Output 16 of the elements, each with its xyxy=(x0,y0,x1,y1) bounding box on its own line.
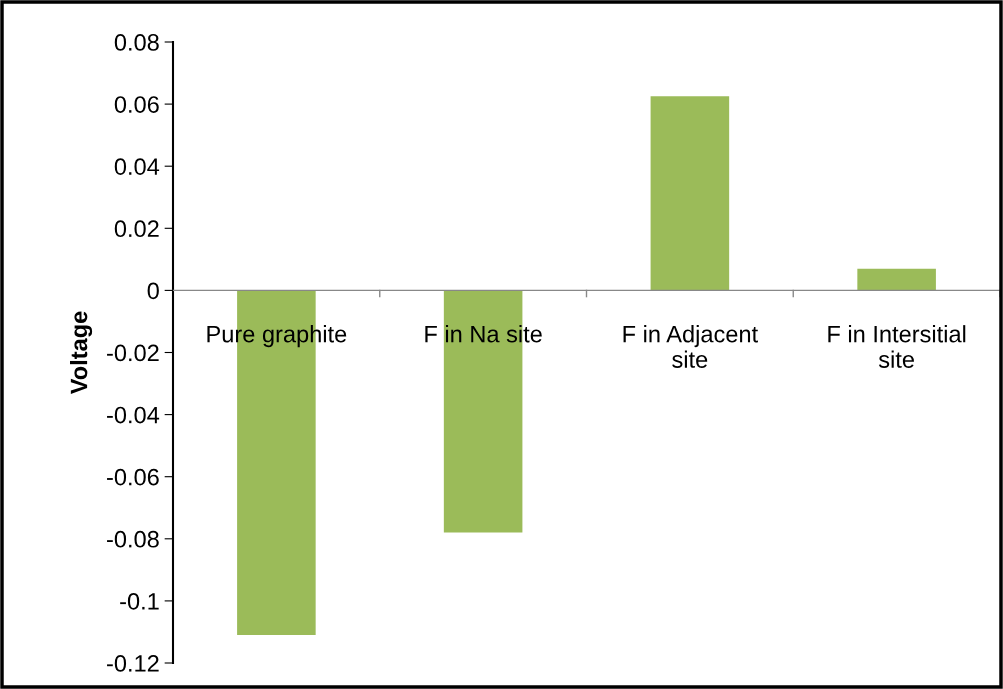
y-tick-label: -0.08 xyxy=(107,530,159,548)
y-tick-label: -0.02 xyxy=(107,344,159,362)
y-tick-label: 0.08 xyxy=(114,34,159,51)
bar xyxy=(650,96,730,291)
y-tick-label: -0.04 xyxy=(107,406,160,424)
bar xyxy=(857,268,936,291)
y-tick-label: 0 xyxy=(147,282,159,300)
y-tick-label: -0.1 xyxy=(120,592,159,610)
x-tick-label: F in Intersitial site xyxy=(828,325,966,368)
y-axis-title: Voltage xyxy=(69,311,93,395)
y-tick-label: -0.06 xyxy=(107,468,159,486)
y-tick-label: -0.12 xyxy=(107,655,159,672)
y-tick-label: 0.04 xyxy=(114,158,160,175)
y-tick-label: 0.02 xyxy=(114,220,159,238)
y-tick-label: 0.06 xyxy=(114,96,159,113)
x-tick-label: F in Adjacent site xyxy=(623,325,758,368)
